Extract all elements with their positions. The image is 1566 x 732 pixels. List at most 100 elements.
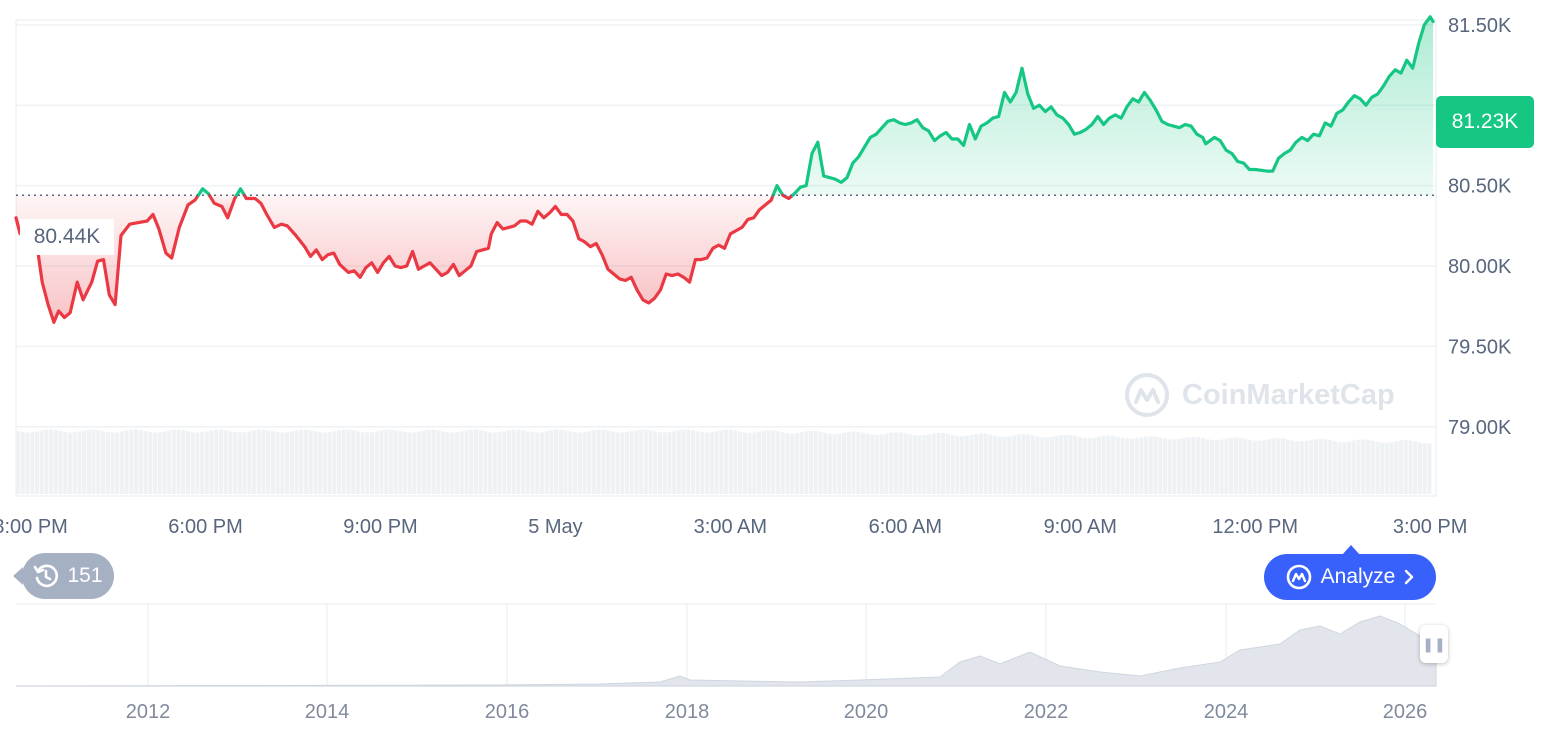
volume-bar bbox=[525, 431, 530, 494]
price-areas bbox=[16, 16, 1434, 323]
history-badge[interactable]: 151 bbox=[13, 553, 114, 599]
analyze-button[interactable]: Analyze bbox=[1264, 545, 1436, 600]
volume-bar bbox=[322, 432, 327, 494]
volume-bar bbox=[171, 429, 176, 494]
volume-bar bbox=[91, 429, 96, 494]
price-line-down bbox=[207, 193, 239, 220]
volume-bar bbox=[1337, 441, 1342, 494]
current-price-label: 81.23K bbox=[1436, 96, 1534, 148]
volume-bar bbox=[16, 431, 21, 494]
volume-bar bbox=[492, 432, 497, 494]
x-tick-label: 6:00 AM bbox=[869, 516, 942, 538]
volume-bar bbox=[865, 433, 870, 494]
volume-bar bbox=[488, 432, 493, 494]
volume-bar bbox=[1078, 437, 1083, 494]
volume-bar bbox=[1356, 439, 1361, 494]
volume-bar bbox=[67, 432, 73, 494]
volume-bar bbox=[148, 432, 153, 494]
volume-bar bbox=[1417, 442, 1422, 494]
volume-bar bbox=[332, 431, 337, 494]
volume-bar bbox=[459, 431, 464, 494]
volume-bar bbox=[634, 430, 639, 494]
volume-bar bbox=[893, 432, 899, 494]
volume-bar bbox=[709, 432, 714, 494]
volume-bar bbox=[313, 431, 318, 494]
volume-bar bbox=[761, 430, 766, 494]
volume-bar bbox=[785, 433, 790, 494]
volume-bar bbox=[988, 434, 993, 494]
volume-bar bbox=[1323, 439, 1328, 494]
volume-bar bbox=[879, 434, 884, 494]
volume-bar bbox=[794, 433, 799, 494]
coinmarketcap-logo-icon bbox=[1125, 373, 1169, 417]
volume-bar bbox=[662, 432, 667, 494]
volume-bar bbox=[157, 432, 162, 494]
volume-bar bbox=[1063, 434, 1068, 494]
volume-bar bbox=[912, 435, 917, 494]
volume-bar bbox=[1049, 436, 1054, 494]
volume-bar bbox=[417, 431, 422, 494]
volume-bar bbox=[86, 429, 91, 494]
volume-bar bbox=[34, 431, 39, 494]
volume-bar bbox=[1002, 436, 1007, 494]
volume-bar bbox=[303, 429, 309, 494]
volume-bar bbox=[1290, 440, 1295, 494]
overview-tick-label: 2012 bbox=[126, 701, 171, 723]
volume-bar bbox=[639, 429, 644, 494]
volume-bar bbox=[818, 431, 823, 494]
volume-bar bbox=[667, 432, 672, 494]
volume-bar bbox=[808, 430, 814, 494]
volume-bar bbox=[275, 432, 280, 494]
volume-bar bbox=[384, 429, 389, 494]
volume-bar bbox=[1120, 437, 1125, 494]
volume-bar bbox=[1285, 439, 1290, 494]
volume-bar bbox=[1247, 439, 1253, 494]
volume-bar bbox=[1403, 440, 1408, 494]
volume-bar bbox=[1328, 440, 1333, 494]
volume-bar bbox=[20, 431, 25, 494]
volume-bar bbox=[1370, 440, 1375, 494]
reference-price-label: 80.44K bbox=[20, 219, 114, 255]
volume-bar bbox=[1148, 436, 1153, 494]
volume-bar bbox=[1351, 440, 1356, 494]
volume-bar bbox=[162, 431, 167, 494]
x-tick-label: 5 May bbox=[528, 516, 582, 538]
overview-tick-label: 2020 bbox=[844, 701, 889, 723]
x-tick-label: 3:00 PM bbox=[0, 516, 68, 538]
volume-bar bbox=[440, 431, 445, 494]
volume-bar bbox=[327, 432, 332, 494]
volume-bar bbox=[1073, 436, 1078, 494]
volume-bar bbox=[242, 432, 247, 494]
volume-bar bbox=[1257, 440, 1262, 494]
analyze-logo-icon bbox=[1286, 564, 1311, 590]
volume-bar bbox=[233, 432, 238, 494]
volume-bar bbox=[1162, 438, 1168, 494]
volume-bar bbox=[993, 435, 998, 494]
volume-bar bbox=[544, 431, 549, 494]
price-line-up bbox=[791, 15, 1435, 197]
volume-bar bbox=[39, 430, 44, 494]
volume-bar bbox=[1068, 435, 1073, 494]
volume-bar bbox=[129, 429, 134, 494]
overview-navigator[interactable]: 2012 2014 2016 2018 2020 2022 2024 2026 bbox=[15, 603, 1437, 723]
volume-bar bbox=[214, 429, 219, 494]
volume-bar bbox=[860, 432, 865, 494]
volume-bar bbox=[851, 431, 856, 494]
volume-bar bbox=[58, 431, 63, 494]
volume-bar bbox=[1243, 438, 1248, 494]
volume-bar bbox=[1026, 434, 1031, 494]
volume-bar bbox=[152, 432, 157, 494]
volume-bar bbox=[974, 433, 979, 494]
volume-bar bbox=[1082, 437, 1087, 494]
x-tick-label: 6:00 PM bbox=[168, 516, 242, 538]
navigator-drag-handle[interactable]: ❚❚ bbox=[1420, 625, 1448, 663]
volume-bar bbox=[950, 435, 955, 494]
volume-bar bbox=[209, 430, 214, 494]
volume-bar bbox=[223, 430, 228, 494]
volume-bar bbox=[601, 429, 606, 494]
volume-bar bbox=[823, 433, 828, 494]
volume-bar bbox=[1295, 441, 1300, 494]
volume-bar bbox=[1092, 437, 1097, 494]
plot-frame bbox=[15, 19, 1437, 497]
